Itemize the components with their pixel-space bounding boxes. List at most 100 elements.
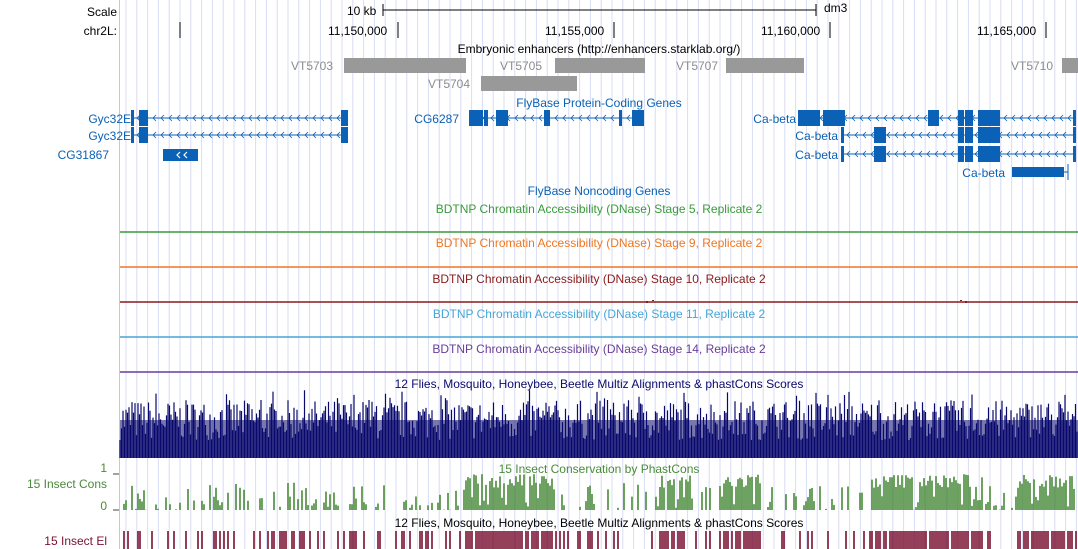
strand-arrow [867, 114, 872, 122]
gene-label[interactable]: Ca-beta [753, 112, 796, 126]
strand-arrow [256, 131, 261, 139]
strand-arrow [328, 114, 333, 122]
enhancer-track-title[interactable]: Embryonic enhancers (http://enhancers.st… [457, 42, 741, 56]
gene-exon [139, 110, 148, 126]
gene-label[interactable]: CG6287 [414, 112, 459, 126]
strand-arrow [974, 131, 979, 139]
dnase-peak [960, 300, 962, 301]
strand-arrow [296, 114, 301, 122]
gene-exon [798, 110, 820, 126]
strand-arrow [1038, 131, 1043, 139]
strand-arrow [336, 114, 341, 122]
enhancer-label[interactable]: VT5704 [428, 77, 471, 91]
strand-arrow [891, 114, 896, 122]
dnase-track-title[interactable]: BDTNP Chromatin Accessibility (DNase) St… [432, 272, 766, 286]
phastcons-wiggle [123, 474, 1075, 510]
strand-arrow [875, 114, 880, 122]
elements-side-label[interactable]: 15 Insect El [44, 534, 107, 548]
strand-arrow [1046, 131, 1051, 139]
strand-arrow [923, 114, 928, 122]
gene-label[interactable]: Ca-beta [795, 148, 838, 162]
enhancer-label[interactable]: VT5710 [1011, 59, 1054, 73]
strand-arrow [1038, 150, 1043, 158]
strand-arrow [272, 114, 277, 122]
dnase-track-title[interactable]: BDTNP Chromatin Accessibility (DNase) St… [435, 236, 763, 250]
strand-arrow [1022, 150, 1027, 158]
dnase-track-title[interactable]: BDTNP Chromatin Accessibility (DNase) St… [432, 307, 766, 321]
position-label: 11,165,000 [977, 24, 1037, 38]
phastcons-scale-min: 0 [100, 499, 107, 513]
strand-arrow [950, 150, 955, 158]
gene-exon [978, 110, 1000, 126]
strand-arrow [336, 131, 341, 139]
strand-arrow [851, 114, 856, 122]
strand-arrow [974, 150, 979, 158]
gene-track-title[interactable]: FlyBase Protein-Coding Genes [516, 96, 682, 110]
strand-arrow [846, 150, 851, 158]
strand-arrow [1054, 131, 1059, 139]
strand-arrow [1051, 114, 1056, 122]
conserved-elements [123, 531, 1077, 549]
position-label: 11,160,000 [761, 24, 821, 38]
dnase-track-title[interactable]: BDTNP Chromatin Accessibility (DNase) St… [435, 202, 763, 216]
gene-label[interactable]: Gyc32E [88, 129, 131, 143]
strand-arrow [886, 150, 891, 158]
enhancer-label[interactable]: VT5703 [291, 59, 334, 73]
elements-track-title[interactable]: 12 Flies, Mosquito, Honeybee, Beetle Mul… [394, 516, 804, 530]
gene-exon [874, 146, 886, 162]
noncoding-track-title[interactable]: FlyBase Noncoding Genes [527, 184, 671, 198]
strand-arrow [870, 150, 875, 158]
dnase-peak [652, 300, 654, 301]
strand-arrow [168, 114, 173, 122]
dnase-peak [965, 301, 967, 303]
strand-arrow [192, 131, 197, 139]
gene-exon [484, 110, 488, 126]
dnase-track-title[interactable]: BDTNP Chromatin Accessibility (DNase) St… [432, 342, 766, 356]
strand-arrow [280, 114, 285, 122]
strand-arrow [570, 114, 575, 122]
gene-label[interactable]: Gyc32E [88, 112, 131, 126]
phastcons-side-label[interactable]: 15 Insect Cons [26, 477, 107, 491]
scale-label: Scale [86, 5, 117, 19]
strand-arrow [1059, 114, 1064, 122]
gene-exon [341, 127, 348, 143]
strand-arrow [907, 114, 912, 122]
strand-arrow [902, 150, 907, 158]
gene-exon [1012, 167, 1064, 177]
multiz-track-title[interactable]: 12 Flies, Mosquito, Honeybee, Beetle Mul… [394, 377, 804, 391]
strand-arrow [312, 114, 317, 122]
strand-arrow [934, 150, 939, 158]
gene-label[interactable]: Ca-beta [962, 166, 1005, 180]
gene-exon [841, 146, 844, 162]
strand-arrow [1003, 114, 1008, 122]
strand-arrow [1022, 131, 1027, 139]
strand-arrow [184, 114, 189, 122]
gene-exon [619, 110, 622, 126]
strand-arrow [288, 114, 293, 122]
strand-arrow [1043, 114, 1048, 122]
strand-arrow [192, 114, 197, 122]
strand-arrow [280, 131, 285, 139]
enhancer-label[interactable]: VT5707 [676, 59, 719, 73]
enhancer-label[interactable]: VT5705 [500, 59, 543, 73]
strand-arrow [1062, 131, 1067, 139]
strand-arrow [1054, 150, 1059, 158]
strand-arrow [915, 114, 920, 122]
strand-arrow [846, 131, 851, 139]
strand-arrow [224, 114, 229, 122]
strand-arrow [918, 150, 923, 158]
strand-arrow [562, 114, 567, 122]
scale-bar-text: 10 kb [347, 4, 377, 18]
gene-exon [978, 146, 1000, 162]
strand-arrow [894, 150, 899, 158]
phastcons-track-title[interactable]: 15 Insect Conservation by PhastCons [498, 462, 700, 476]
gene-label[interactable]: CG31867 [57, 148, 109, 162]
enhancer-block [481, 76, 577, 91]
strand-arrow [208, 131, 213, 139]
gene-label[interactable]: Ca-beta [795, 129, 838, 143]
chrom-label: chr2L: [83, 24, 117, 38]
strand-arrow [232, 114, 237, 122]
gene-exon [874, 127, 886, 143]
